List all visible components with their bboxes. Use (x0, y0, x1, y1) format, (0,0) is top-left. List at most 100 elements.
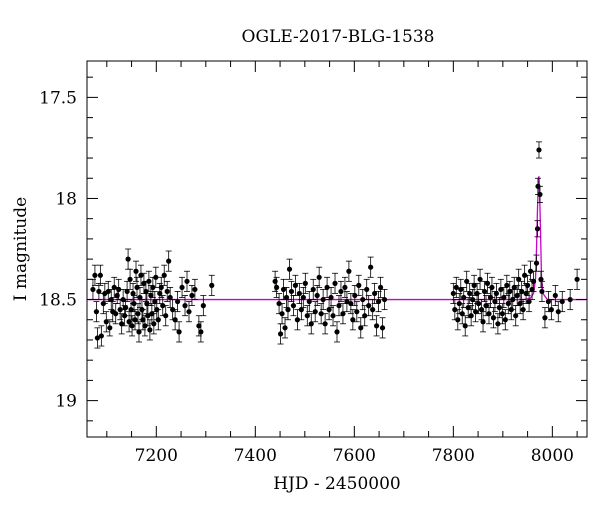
chart-title: OGLE-2017-BLG-1538 (242, 27, 435, 47)
data-point-marker (453, 284, 459, 291)
data-point-marker (172, 317, 178, 323)
data-point-marker (555, 309, 561, 315)
data-point-marker (336, 303, 342, 309)
data-point-marker (507, 288, 513, 295)
data-point-marker (374, 323, 380, 329)
data-point-marker (493, 290, 500, 297)
data-point (453, 276, 460, 298)
data-point (538, 280, 545, 302)
data-point-marker (285, 307, 291, 313)
x-tick-label: 7200 (135, 446, 178, 466)
data-point-marker (96, 288, 102, 295)
data-point (536, 185, 543, 203)
data-point (122, 299, 129, 317)
data-point (106, 319, 113, 337)
data-point (304, 305, 311, 327)
plot-frame (86, 60, 588, 438)
data-point (347, 293, 354, 315)
data-point (534, 220, 541, 238)
data-point (127, 268, 134, 290)
data-point (355, 274, 362, 296)
data-point-marker (288, 288, 295, 295)
data-point (316, 266, 323, 288)
data-point-marker (209, 282, 215, 288)
data-point (200, 295, 207, 317)
data-point-marker (318, 311, 324, 317)
data-point-marker (348, 300, 354, 307)
data-point (484, 272, 491, 294)
data-point-marker (277, 331, 284, 337)
data-point-marker (320, 296, 326, 303)
data-point (310, 278, 317, 300)
y-tick-label: 18.5 (39, 291, 77, 311)
data-point (132, 309, 139, 331)
data-point (537, 270, 544, 288)
data-point-marker (459, 311, 465, 317)
data-point (298, 299, 305, 321)
data-point-marker (283, 294, 290, 301)
data-point-marker (501, 294, 507, 301)
y-axis: 17.5 18 18.5 19 (39, 76, 587, 422)
data-point (373, 315, 380, 337)
data-point-marker (131, 300, 137, 307)
data-point-marker (356, 282, 362, 288)
data-point-marker (536, 147, 542, 153)
data-point-marker (98, 333, 104, 339)
data-point (174, 291, 181, 313)
data-point-marker (92, 272, 98, 278)
data-point-marker (471, 282, 477, 288)
data-point-marker (146, 278, 152, 284)
data-point-marker (517, 300, 523, 307)
data-point (477, 268, 484, 290)
data-point (292, 274, 299, 296)
data-point (460, 287, 467, 309)
data-point (302, 272, 309, 294)
data-point (533, 254, 540, 272)
data-point-marker (530, 278, 537, 284)
data-point (502, 309, 509, 331)
data-point-marker (176, 329, 182, 335)
data-point-marker (360, 296, 366, 303)
data-point (326, 299, 333, 321)
data-point-marker (128, 307, 134, 313)
data-point (343, 291, 350, 313)
data-point-marker (470, 296, 476, 303)
data-point-marker (310, 286, 316, 293)
data-point (158, 276, 165, 298)
data-point (357, 317, 364, 339)
data-point (179, 276, 186, 298)
data-point-marker (511, 284, 517, 291)
data-point-marker (477, 276, 483, 282)
data-point (320, 289, 327, 311)
data-point-marker (144, 300, 150, 307)
data-point (559, 291, 566, 313)
data-point-marker (298, 307, 304, 313)
data-point-marker (346, 268, 352, 274)
data-point (475, 293, 482, 315)
data-point (133, 260, 140, 282)
data-point-marker (381, 296, 388, 303)
data-point-marker (473, 309, 479, 315)
data-point-marker (161, 272, 167, 278)
data-point-marker (314, 292, 320, 299)
data-point (161, 264, 168, 286)
data-point-marker (574, 276, 580, 282)
data-point-marker (316, 274, 322, 280)
data-point-marker (302, 280, 308, 286)
data-point (185, 301, 192, 323)
data-point (284, 299, 291, 321)
data-point (95, 282, 102, 300)
y-tick-label: 18 (55, 189, 77, 209)
data-point (379, 317, 386, 339)
data-point-marker (328, 294, 334, 301)
data-point-marker (163, 313, 169, 319)
data-point-marker (93, 309, 100, 315)
data-point (469, 289, 476, 311)
data-point-marker (192, 286, 198, 293)
data-point (182, 295, 189, 317)
data-point-marker (375, 298, 382, 305)
data-point (454, 309, 461, 331)
data-point (191, 278, 198, 300)
data-point-marker (450, 290, 456, 297)
data-point-marker (107, 325, 113, 331)
